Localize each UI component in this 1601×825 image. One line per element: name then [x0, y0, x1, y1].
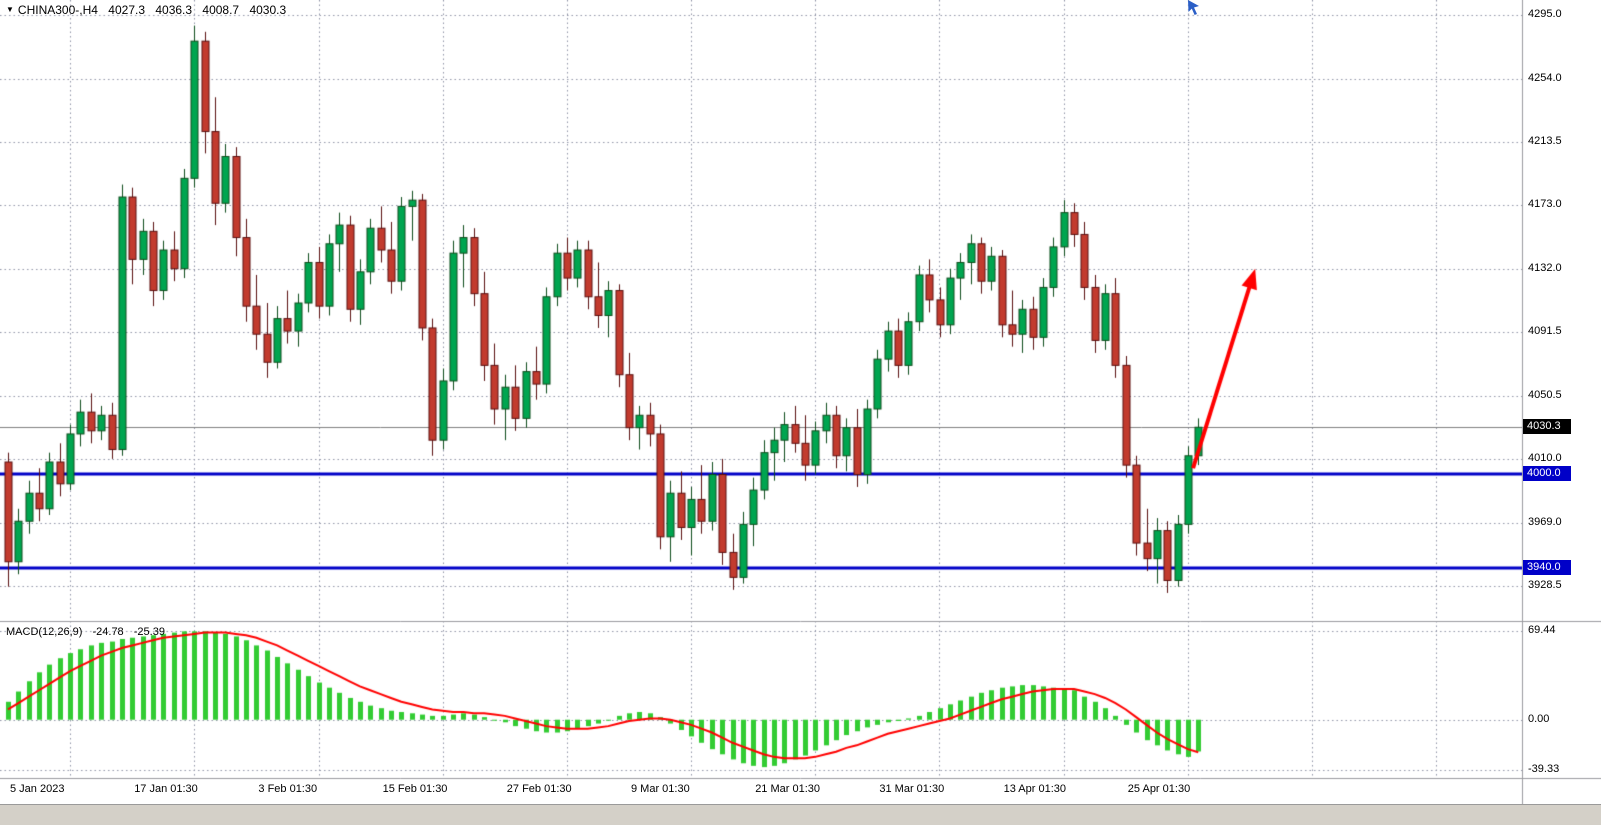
price-axis-label: 3969.0 — [1528, 515, 1562, 528]
symbol-title: CHINA300-,H4 — [17, 3, 98, 17]
price-axis-label: 4254.0 — [1528, 71, 1562, 84]
price-axis-label: 4173.0 — [1528, 197, 1562, 210]
symbol-dropdown-icon[interactable]: ▼ — [6, 5, 14, 14]
window-bottom-edge — [0, 804, 1601, 825]
macd-name: MACD(12,26,9) — [6, 626, 83, 638]
macd-axis-label: 0.00 — [1528, 712, 1550, 725]
price-axis-label: 4010.0 — [1528, 451, 1562, 464]
macd-signal-value: -25.39 — [133, 626, 165, 638]
quote-close: 4030.3 — [249, 3, 287, 17]
support-level-badge: 3940.0 — [1523, 560, 1571, 575]
price-chart-canvas[interactable] — [0, 0, 1601, 804]
price-axis-label: 4295.0 — [1528, 7, 1562, 20]
price-axis-label: 3928.5 — [1528, 578, 1562, 591]
time-axis-label: 25 Apr 01:30 — [1127, 783, 1191, 795]
time-axis-label: 15 Feb 01:30 — [382, 783, 448, 795]
quote-low: 4008.7 — [202, 3, 240, 17]
macd-axis-label: -39.33 — [1528, 763, 1560, 776]
time-axis-label: 13 Apr 01:30 — [1003, 783, 1066, 795]
time-axis-label: 9 Mar 01:30 — [631, 783, 690, 795]
price-axis[interactable]: 4295.0 4254.0 4213.5 4173.0 4132.0 4091.… — [1523, 0, 1601, 778]
price-axis-label: 4132.0 — [1528, 261, 1562, 274]
price-axis-label: 4091.5 — [1528, 324, 1562, 337]
support-level-badge: 4000.0 — [1523, 466, 1571, 482]
price-axis-label: 4050.5 — [1528, 388, 1562, 401]
time-axis-label: 3 Feb 01:30 — [258, 783, 318, 795]
current-price-badge: 4030.3 — [1523, 419, 1571, 435]
macd-axis-label: 69.44 — [1528, 623, 1556, 636]
time-axis-label: 17 Jan 01:30 — [134, 783, 198, 795]
time-axis[interactable]: 5 Jan 2023 17 Jan 01:30 3 Feb 01:30 15 F… — [0, 779, 1522, 804]
quote-high: 4036.3 — [155, 3, 193, 17]
macd-indicator-label: MACD(12,26,9) -24.78 -25.39 — [6, 626, 165, 638]
time-axis-label: 27 Feb 01:30 — [506, 783, 572, 795]
chart-shift-marker-icon[interactable] — [1186, 0, 1202, 16]
macd-main-value: -24.78 — [92, 626, 124, 638]
chart-symbol-header: ▼ CHINA300-,H4 4027.3 4036.3 4008.7 4030.… — [6, 3, 286, 17]
time-axis-label: 31 Mar 01:30 — [879, 783, 945, 795]
quote-open: 4027.3 — [108, 3, 145, 17]
time-axis-label: 5 Jan 2023 — [10, 783, 65, 795]
price-axis-label: 4213.5 — [1528, 134, 1562, 147]
time-axis-label: 21 Mar 01:30 — [755, 783, 821, 795]
